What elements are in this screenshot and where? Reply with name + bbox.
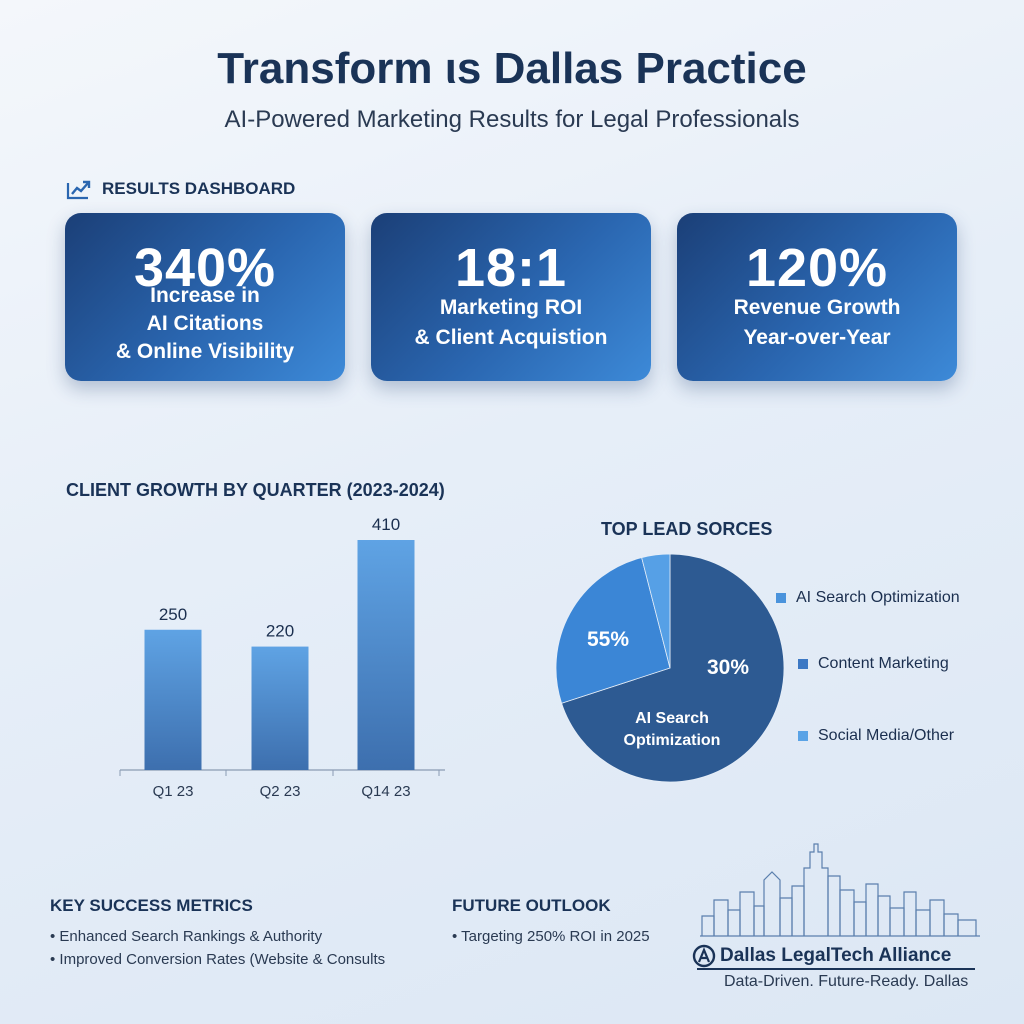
legend-item: Social Media/Other [798,727,954,745]
metric-label-line: Increase in [150,284,260,307]
bar-q14-23 [357,540,415,770]
metric-label-line: Revenue Growth [733,296,901,319]
future-outlook-heading: FUTURE OUTLOOK [452,896,611,915]
metric-card-roi: 18:1 Marketing ROI & Client Acquistion [371,213,651,381]
metric-value: 340% [133,238,277,298]
pie-chart-title: TOP LEAD SORCES [601,519,773,539]
trending-up-icon [66,180,91,200]
bar-value-label: 250 [159,605,187,624]
metric-value: 120% [745,238,889,298]
metric-value: 18:1 [454,238,568,298]
pie-label-right: 30% [707,656,749,679]
lead-sources-pie-chart: 55% 30% AI Search Optimization [555,553,785,783]
metric-card-revenue: 120% Revenue Growth Year-over-Year [677,213,957,381]
x-tick-label: Q2 23 [260,783,301,800]
metric-card-citations: 340% Increase in AI Citations & Online V… [65,213,345,381]
pie-slice-content-marketing [561,553,785,783]
x-tick-label: Q14 23 [361,783,410,800]
metric-label-line: & Online Visibility [115,340,295,363]
key-metric-item: • Enhanced Search Rankings & Authority [50,928,323,945]
circle-a-logo-icon [692,944,716,968]
pie-label-bottom-line1: AI Search [635,710,709,727]
legend-item: Content Marketing [798,655,949,673]
x-tick-label: Q1 23 [153,783,194,800]
legend-swatch [798,731,808,741]
key-metrics-heading: KEY SUCCESS METRICS [50,896,253,915]
brand-tagline: Data-Driven. Future-Ready. Dallas [724,973,969,990]
bar-value-label: 220 [266,622,294,641]
dallas-skyline-icon [700,843,980,937]
bar-value-label: 410 [372,515,400,534]
pie-slice-ai-search-optimization [555,557,671,704]
bar-chart-title: CLIENT GROWTH BY QUARTER (2023-2024) [66,480,445,500]
legend-label: AI Search Optimization [796,589,960,606]
future-outlook-item: • Targeting 250% ROI in 2025 [452,928,650,945]
metric-label-line: Marketing ROI [439,296,583,319]
page-title: Transform ιs Dallas Practice [217,44,807,93]
metric-label-line: & Client Acquistion [414,326,608,349]
pie-slice-social-media-other [641,553,671,669]
pie-label-bottom-line2: Optimization [624,732,721,749]
metric-label-line: AI Citations [146,312,264,335]
metric-label-line: Year-over-Year [743,326,891,349]
brand-name-text: Dallas LegalTech Alliance [720,945,952,966]
legend-item: AI Search Optimization [776,589,960,607]
client-growth-bar-chart: 250 Q1 23 220 Q2 23 410 Q14 23 [119,515,445,800]
legend-label: Content Marketing [818,655,949,672]
legend-swatch [776,593,786,603]
results-dashboard-heading: RESULTS DASHBOARD [66,178,295,200]
bar-q2-23 [251,646,309,770]
bar-q1-23 [144,629,202,770]
results-dashboard-label: RESULTS DASHBOARD [102,179,296,198]
key-metric-item: • Improved Conversion Rates (Website & C… [50,951,386,968]
pie-label-left: 55% [587,628,629,651]
brand-name: Dallas LegalTech Alliance [692,944,951,968]
brand-divider [697,968,975,970]
legend-swatch [798,659,808,669]
page-subtitle: AI-Powered Marketing Results for Legal P… [224,106,800,133]
legend-label: Social Media/Other [818,727,955,744]
